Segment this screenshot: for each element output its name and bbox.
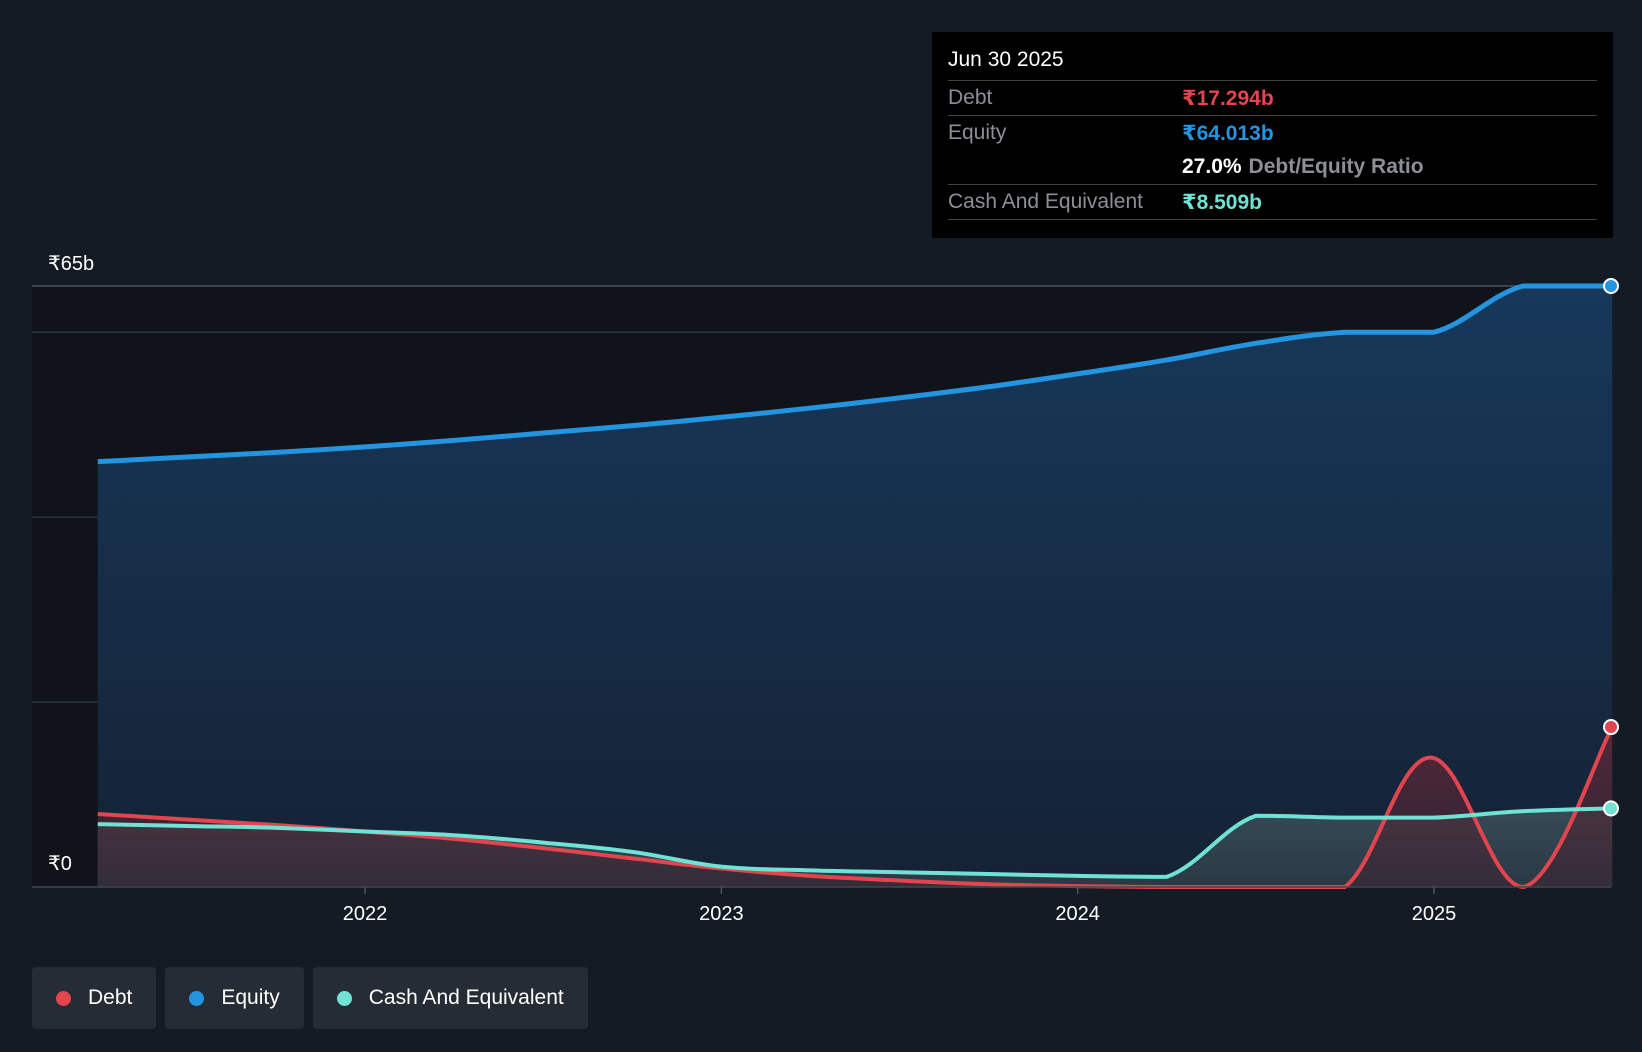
equity-dot-icon <box>189 990 205 1006</box>
x-tick-label: 2023 <box>699 903 744 925</box>
tooltip-date: Jun 30 2025 <box>948 48 1064 71</box>
cash-and-equivalent-end-marker <box>1603 800 1619 817</box>
y-top-label: ₹65b <box>48 253 94 275</box>
cash-line <box>97 806 1613 879</box>
tooltip-ratio-label: Debt/Equity Ratio <box>1248 155 1424 178</box>
legend-item-debt[interactable]: Debt <box>32 967 157 1029</box>
tooltip-debt-row: Debt ₹17.294b <box>948 80 1597 115</box>
legend-equity-label: Equity <box>221 986 280 1009</box>
tooltip-cash-row: Cash And Equivalent ₹8.509b <box>948 184 1597 220</box>
equity-line <box>97 283 1613 465</box>
legend-cash-label: Cash And Equivalent <box>368 986 564 1009</box>
tooltip-debt-label: Debt <box>948 86 993 109</box>
y-bottom-label: ₹0 <box>48 853 72 875</box>
equity-end-marker <box>1603 278 1619 294</box>
legend-debt-label: Debt <box>88 986 133 1009</box>
x-tick-label: 2024 <box>1055 903 1100 925</box>
tooltip-equity-row: Equity ₹64.013b <box>948 115 1597 150</box>
tooltip-equity-label: Equity <box>948 121 1007 144</box>
equity-area <box>97 286 1613 887</box>
debt-end-marker <box>1603 719 1619 736</box>
legend-item-equity[interactable]: Equity <box>165 967 304 1029</box>
debt-dot-icon <box>56 990 71 1006</box>
tooltip-ratio-value: 27.0% <box>1182 155 1242 178</box>
x-tick-label: 2022 <box>343 903 388 925</box>
tooltip-cash-label: Cash And Equivalent <box>948 190 1143 213</box>
tooltip-debt-value: ₹17.294b <box>1182 86 1274 110</box>
legend: Debt Equity Cash And Equivalent <box>32 967 588 1029</box>
legend-item-cash[interactable]: Cash And Equivalent <box>312 967 588 1029</box>
tooltip-equity-value: ₹64.013b <box>1182 121 1274 145</box>
debt-area <box>97 727 1613 887</box>
tooltip-panel: Jun 30 2025 Debt ₹17.294b Equity ₹64.013… <box>932 32 1613 238</box>
x-tick-label: 2025 <box>1412 903 1457 925</box>
tooltip-cash-value: ₹8.509b <box>1182 190 1262 214</box>
tooltip-ratio-row: 27.0% Debt/Equity Ratio <box>948 150 1597 184</box>
cash-dot-icon <box>336 990 352 1006</box>
